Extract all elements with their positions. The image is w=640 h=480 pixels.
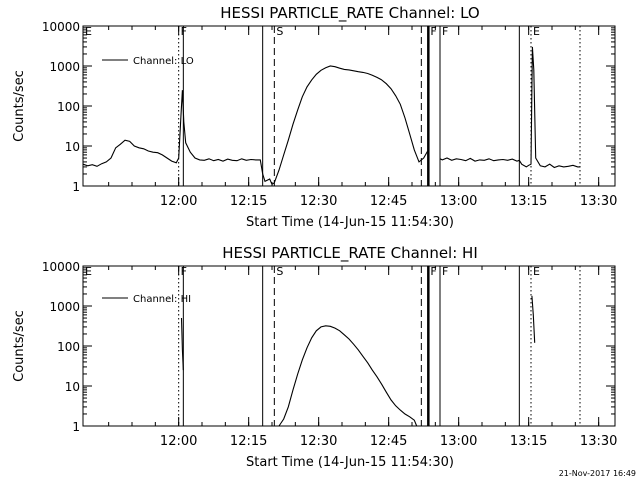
x-tick-label-lo-5: 13:15 [510,194,547,209]
y-tick-label-hi-4: 10000 [42,260,80,274]
x-tick-label-lo-6: 13:30 [580,194,617,209]
series-line-hi-2 [531,295,536,343]
event-marker-label-hi-0: E [85,265,92,278]
y-axis-label-lo: Counts/sec [12,70,27,142]
event-marker-label-lo-6: F [430,25,436,38]
y-tick-label-hi-2: 100 [57,340,80,354]
x-tick-label-hi-0: 12:00 [160,434,197,449]
event-marker-label-hi-6: F [430,265,436,278]
legend-label-lo: Channel: LO [133,56,194,67]
series-line-hi-0 [180,317,184,371]
plot-frame-lo [82,25,616,187]
event-marker-label-lo-4: S [276,25,283,38]
event-marker-label-lo-9: E [533,25,540,38]
x-tick-label-hi-6: 13:30 [580,434,617,449]
series-line-lo-1 [262,65,429,186]
x-axis-label-hi: Start Time (14-Jun-15 11:54:30) [246,455,454,470]
y-tick-label-lo-4: 10000 [42,20,80,34]
series-line-lo-3 [518,46,580,169]
x-tick-label-lo-2: 12:30 [300,194,337,209]
x-tick-label-hi-3: 12:45 [370,434,407,449]
chart-title-lo: HESSI PARTICLE_RATE Channel: LO [220,4,479,23]
y-tick-label-hi-1: 10 [65,380,80,394]
footer-timestamp: 21-Nov-2017 16:49 [559,469,636,478]
event-marker-label-lo-7: F [442,25,448,38]
event-marker-label-hi-9: E [533,265,540,278]
y-tick-label-lo-1: 10 [65,140,80,154]
plot-frame-hi [82,265,616,427]
x-tick-label-hi-4: 13:00 [440,434,477,449]
y-tick-label-hi-3: 1000 [49,300,80,314]
x-tick-label-lo-1: 12:15 [230,194,267,209]
x-tick-label-lo-4: 13:00 [440,194,477,209]
legend-label-hi: Channel: HI [133,294,191,305]
panel-channel-lo: HESSI PARTICLE_RATE Channel: LO Start Ti… [12,4,617,230]
x-tick-label-hi-2: 12:30 [300,434,337,449]
y-tick-label-lo-2: 100 [57,100,80,114]
y-axis-label-hi: Counts/sec [12,310,27,382]
y-tick-label-hi-0: 1 [72,420,80,434]
series-line-lo-2 [439,157,520,162]
panel-channel-hi: HESSI PARTICLE_RATE Channel: HI Start Ti… [12,244,617,470]
series-line-hi-1 [278,325,418,427]
x-axis-label-lo: Start Time (14-Jun-15 11:54:30) [246,215,454,230]
series-line-lo-0 [82,90,264,175]
event-marker-label-hi-4: S [276,265,283,278]
chart-title-hi: HESSI PARTICLE_RATE Channel: HI [222,244,478,263]
event-marker-label-lo-0: E [85,25,92,38]
x-tick-label-lo-3: 12:45 [370,194,407,209]
x-tick-label-hi-5: 13:15 [510,434,547,449]
x-tick-label-lo-0: 12:00 [160,194,197,209]
event-marker-label-hi-7: F [442,265,448,278]
y-tick-label-lo-0: 1 [72,180,80,194]
y-tick-label-lo-3: 1000 [49,60,80,74]
x-tick-label-hi-1: 12:15 [230,434,267,449]
